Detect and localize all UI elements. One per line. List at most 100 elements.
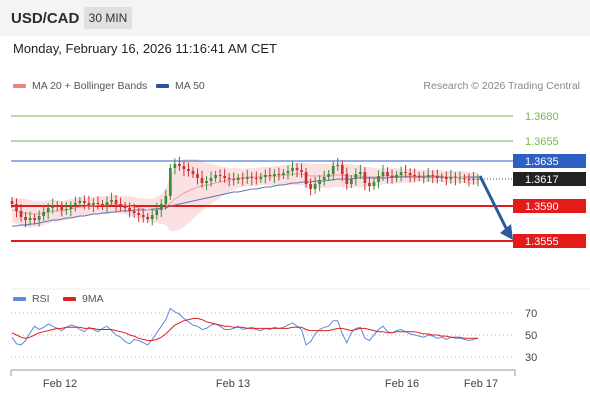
candle-body bbox=[55, 205, 59, 207]
candle-body bbox=[377, 176, 380, 182]
x-tick-label: Feb 12 bbox=[43, 378, 77, 390]
candle-body bbox=[340, 165, 344, 174]
rsi-line bbox=[11, 307, 479, 346]
candle-body bbox=[318, 180, 322, 184]
candle-body bbox=[114, 200, 118, 204]
candle-body bbox=[141, 215, 145, 217]
candle-body bbox=[227, 178, 231, 179]
candle-body bbox=[345, 174, 349, 184]
candle-body bbox=[245, 177, 249, 179]
level-label-1-3555: 1.3555 bbox=[525, 236, 559, 248]
legend-ma50: MA 50 bbox=[156, 80, 205, 92]
candle-body bbox=[60, 207, 64, 210]
candle-body bbox=[399, 172, 403, 175]
candle-body bbox=[264, 175, 267, 177]
level-box-1-3590 bbox=[513, 199, 586, 213]
candle-body bbox=[168, 168, 172, 196]
candle-body bbox=[467, 179, 471, 180]
candle-body bbox=[64, 209, 68, 210]
candle-body bbox=[354, 174, 358, 179]
candle-body bbox=[187, 169, 190, 171]
candle-body bbox=[300, 170, 303, 172]
candle-body bbox=[164, 196, 168, 204]
candle-body bbox=[119, 204, 122, 206]
legend-ma50-label: MA 50 bbox=[175, 80, 205, 92]
candle-body bbox=[87, 203, 91, 205]
candle-body bbox=[218, 175, 222, 176]
candle-body bbox=[458, 178, 462, 179]
candle-body bbox=[313, 184, 317, 189]
ma20-line bbox=[11, 173, 478, 215]
timeframe-selector[interactable]: 30 MIN bbox=[84, 7, 132, 29]
candle-body bbox=[336, 165, 340, 166]
candle-body bbox=[417, 176, 421, 177]
candle-body bbox=[386, 172, 389, 176]
candle-body bbox=[277, 174, 281, 175]
candle-body bbox=[463, 178, 466, 179]
level-box-1-3635 bbox=[513, 154, 586, 168]
candle-body bbox=[250, 177, 254, 178]
ma9-swatch bbox=[63, 297, 76, 302]
candle-body bbox=[444, 177, 448, 179]
candle-body bbox=[173, 164, 177, 168]
last-price-label: 1.3617 bbox=[525, 174, 559, 186]
candle-body bbox=[28, 218, 32, 220]
candle-body bbox=[96, 203, 100, 204]
candle-body bbox=[368, 183, 371, 186]
candle-body bbox=[331, 166, 335, 174]
rsi-tick-30: 30 bbox=[525, 352, 537, 364]
chart-panel bbox=[0, 36, 590, 400]
candle-body bbox=[155, 210, 159, 215]
level-label-1-3655: 1.3655 bbox=[525, 136, 559, 148]
candle-body bbox=[209, 178, 213, 181]
candle-body bbox=[150, 215, 154, 219]
x-tick-label: Feb 13 bbox=[216, 378, 250, 390]
candle-body bbox=[322, 177, 326, 180]
candle-body bbox=[435, 176, 439, 178]
ma50-line bbox=[12, 176, 478, 227]
candle-body bbox=[137, 213, 141, 215]
candle-body bbox=[440, 177, 444, 178]
x-tick-label: Feb 17 bbox=[464, 378, 498, 390]
legend-rsi: RSI bbox=[13, 293, 50, 305]
bollinger-band-area bbox=[12, 159, 478, 231]
candle-body bbox=[404, 172, 407, 173]
candle-body bbox=[191, 171, 195, 174]
rsi-ma9-line bbox=[11, 318, 478, 341]
candle-body bbox=[178, 164, 181, 166]
candle-body bbox=[363, 172, 367, 183]
candle-body bbox=[309, 184, 312, 189]
candle-body bbox=[83, 201, 86, 203]
candle-body bbox=[128, 208, 131, 211]
level-box-1-3555 bbox=[513, 234, 586, 248]
candle-body bbox=[390, 176, 394, 178]
candle-body bbox=[236, 178, 240, 180]
candle-body bbox=[295, 168, 299, 170]
projection-arrow-head bbox=[500, 224, 513, 240]
candle-body bbox=[304, 172, 308, 184]
candle-body bbox=[19, 211, 23, 217]
candle-body bbox=[286, 171, 290, 173]
candle-body bbox=[426, 175, 430, 177]
candle-body bbox=[196, 174, 199, 178]
candle-body bbox=[449, 177, 453, 179]
candle-body bbox=[422, 177, 426, 178]
candle-body bbox=[110, 200, 113, 202]
bollinger-swatch bbox=[13, 84, 26, 89]
candle-body bbox=[205, 181, 208, 183]
candle-body bbox=[408, 173, 412, 175]
candle-body bbox=[15, 204, 18, 211]
candle-body bbox=[101, 204, 104, 206]
candle-body bbox=[223, 176, 226, 178]
candle-body bbox=[123, 206, 127, 208]
last-price-box bbox=[513, 172, 586, 186]
legend-bollinger-label: MA 20 + Bollinger Bands bbox=[32, 80, 148, 92]
candle-body bbox=[146, 217, 150, 219]
candle-body bbox=[327, 174, 331, 177]
candle-body bbox=[69, 206, 73, 209]
candle-body bbox=[291, 168, 294, 171]
candle-body bbox=[10, 201, 14, 204]
candle-body bbox=[254, 178, 258, 179]
candle-body bbox=[42, 212, 46, 216]
